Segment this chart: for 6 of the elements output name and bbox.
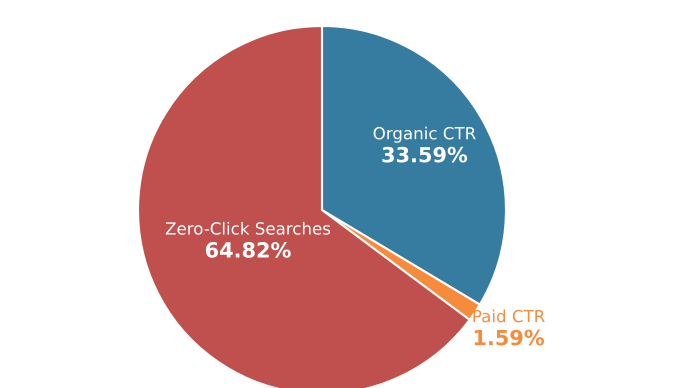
slice-label: Organic CTR <box>374 126 476 143</box>
slice-label: Zero-Click Searches <box>166 222 330 235</box>
data-label: 64.82% <box>206 242 291 258</box>
data-label: 33.59% <box>382 146 468 163</box>
slice-label: Paid CTR <box>473 310 545 322</box>
data-label: 1.59% <box>474 330 544 346</box>
